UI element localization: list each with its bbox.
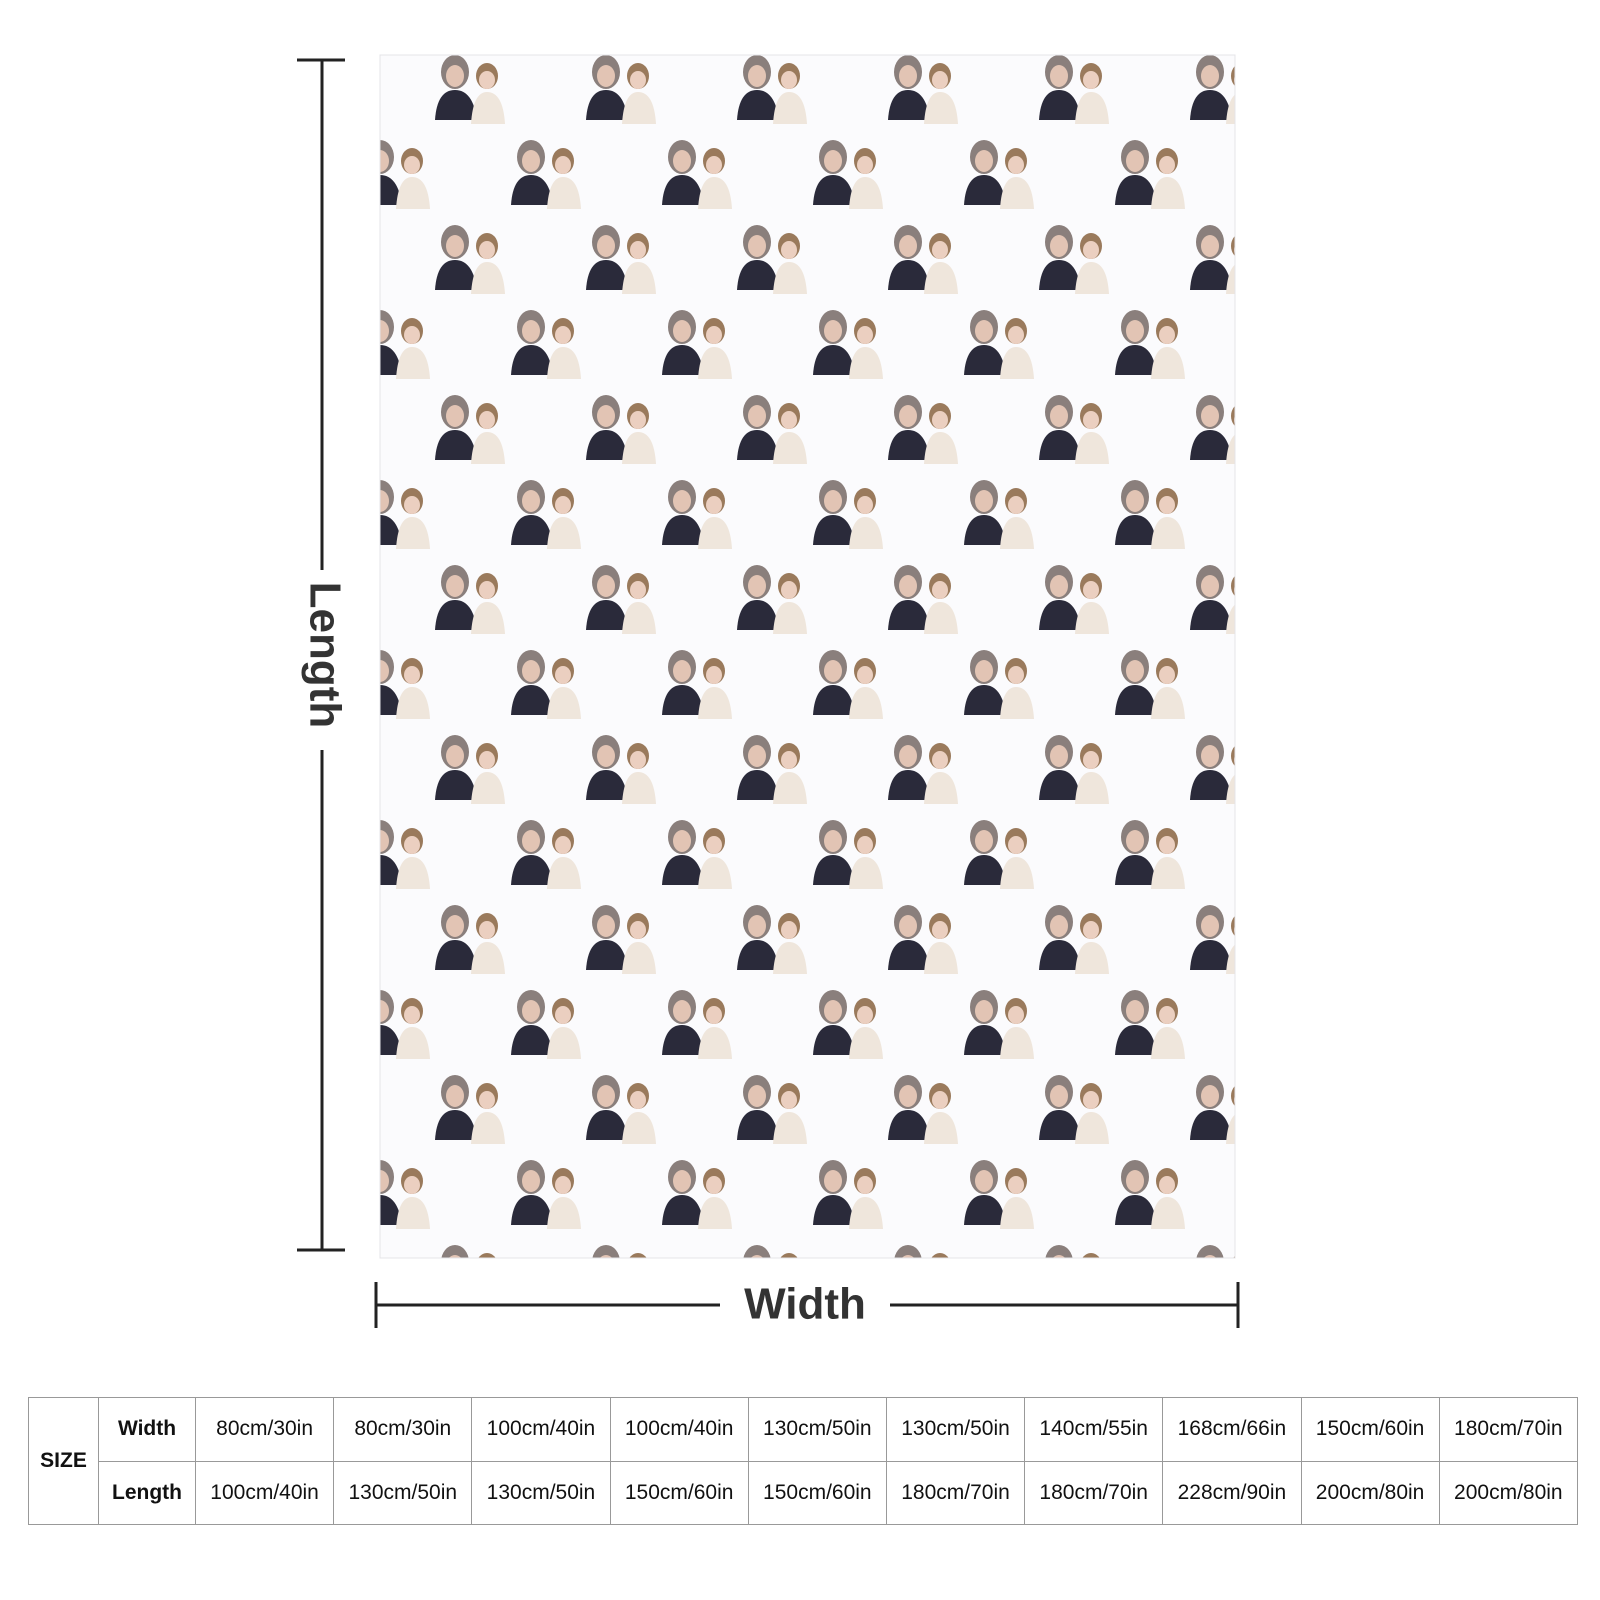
size-cell: 150cm/60in [747, 1460, 887, 1525]
size-cell: 180cm/70in [1438, 1397, 1579, 1462]
size-cell: 130cm/50in [747, 1397, 887, 1462]
size-cell: 130cm/50in [885, 1397, 1026, 1462]
size-cell: 180cm/70in [1024, 1460, 1164, 1525]
size-cell: 150cm/60in [609, 1460, 749, 1525]
size-cell: 168cm/66in [1162, 1397, 1302, 1462]
row-label: Width [98, 1397, 196, 1462]
size-cell: 150cm/60in [1300, 1397, 1440, 1462]
size-cell: 228cm/90in [1162, 1460, 1302, 1525]
width-indicator [374, 1282, 1240, 1328]
size-cell: 130cm/50in [333, 1460, 473, 1525]
size-cell: 100cm/40in [194, 1460, 335, 1525]
size-cell: 80cm/30in [333, 1397, 473, 1462]
table-row: SIZE Width 80cm/30in 80cm/30in 100cm/40in 100… [28, 1397, 1579, 1525]
size-table: SIZE Width 80cm/30in 80cm/30in 100cm/40in 100… [28, 1397, 1579, 1525]
blanket [379, 54, 1236, 1259]
table-row: Length 100cm/40in 130cm/50in 130cm/50in 150c… [29, 1460, 1579, 1525]
length-label: Length [300, 582, 349, 729]
size-cell: 140cm/55in [1024, 1397, 1164, 1462]
size-cell: 80cm/30in [194, 1397, 335, 1462]
row-label: Length [98, 1460, 196, 1525]
size-cell: 180cm/70in [885, 1460, 1026, 1525]
size-cell: 200cm/80in [1438, 1460, 1579, 1525]
product-image: Length Width [297, 54, 1240, 1329]
length-indicator [297, 58, 345, 1252]
size-header: SIZE [28, 1397, 99, 1525]
size-cell: 100cm/40in [471, 1397, 611, 1462]
width-label: Width [744, 1280, 866, 1329]
size-cell: 200cm/80in [1300, 1460, 1440, 1525]
size-cell: 130cm/50in [471, 1460, 611, 1525]
size-cell: 100cm/40in [609, 1397, 749, 1462]
